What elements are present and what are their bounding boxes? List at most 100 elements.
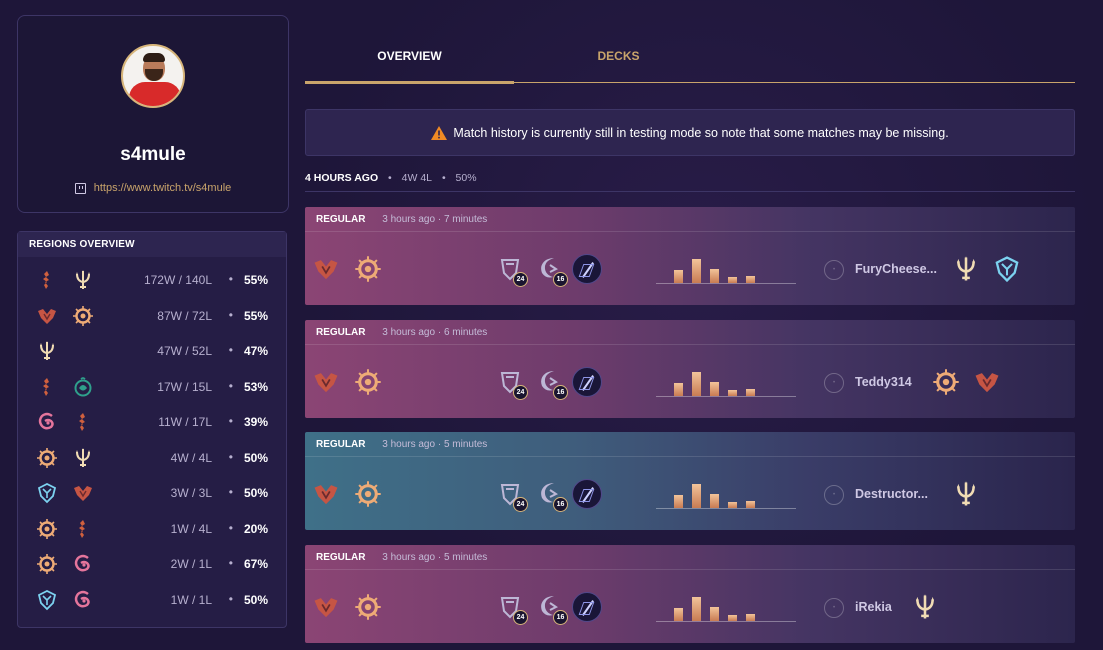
- opponent-rank-icon: •: [824, 485, 844, 505]
- mt-targon-sun-icon: [354, 255, 382, 283]
- mana-curve-bar: [728, 390, 737, 396]
- testing-mode-notice: Match history is currently still in test…: [305, 109, 1075, 156]
- region-winrate: 50%: [243, 486, 268, 500]
- unit-slot-icon: 24: [496, 368, 528, 400]
- separator: •: [228, 414, 233, 428]
- opponent-rank-icon: •: [824, 260, 844, 280]
- noxus-crest-icon: [36, 305, 58, 327]
- slot-count: 16: [553, 497, 568, 512]
- slot-count: 24: [513, 610, 528, 625]
- targon-icon: [36, 340, 58, 362]
- match-type: REGULAR: [316, 214, 366, 225]
- mana-curve-bar: [710, 607, 719, 621]
- match-time: 3 hours ago · 7 minutes: [382, 214, 488, 225]
- match-type: REGULAR: [316, 439, 366, 450]
- region-row: 1W / 4L • 20%: [18, 513, 286, 543]
- sword-icon: [572, 479, 602, 509]
- region-winrate: 50%: [243, 592, 268, 607]
- bilgewater-icon: [72, 589, 94, 611]
- tab-overview[interactable]: OVERVIEW: [305, 33, 514, 84]
- mt-targon-sun-icon: [72, 305, 94, 327]
- spell-slot-icon: 16: [536, 368, 568, 400]
- match-type: REGULAR: [316, 327, 366, 338]
- avatar: [121, 44, 185, 108]
- mt-targon-sun-icon: [932, 368, 960, 396]
- noxus-icon: [72, 411, 94, 433]
- separator: •: [228, 591, 233, 606]
- match-card[interactable]: REGULAR 3 hours ago · 5 minutes 24 16 • iRe…: [305, 545, 1075, 643]
- region-record: 11W / 17L: [158, 415, 212, 429]
- mana-curve-bar: [710, 382, 719, 396]
- opponent-rank-icon: •: [824, 373, 844, 393]
- targon-icon: [72, 269, 94, 291]
- slot-count: 24: [513, 385, 528, 400]
- region-row: 3W / 3L • 50%: [18, 477, 286, 507]
- region-winrate: 67%: [243, 557, 268, 571]
- noxus-crest-icon: [312, 593, 340, 621]
- match-card[interactable]: REGULAR 3 hours ago · 5 minutes 24 16 • Des…: [305, 432, 1075, 530]
- notice-text: Match history is currently still in test…: [453, 125, 949, 140]
- mana-curve-bar: [674, 270, 683, 283]
- opponent-name[interactable]: FuryCheese...: [855, 262, 937, 276]
- regions-overview: REGIONS OVERVIEW 172W / 140L • 55% 87W / 72…: [17, 231, 287, 628]
- targon-icon: [911, 593, 939, 621]
- mana-curve-bar: [692, 597, 701, 621]
- noxus-icon: [72, 518, 94, 540]
- mana-curve-bar: [710, 494, 719, 508]
- separator: •: [228, 307, 233, 322]
- match-header: REGULAR 3 hours ago · 5 minutes: [305, 432, 1075, 457]
- mana-curve-bar: [674, 608, 683, 621]
- mana-curve-bar: [674, 495, 683, 508]
- twitch-link[interactable]: https://www.twitch.tv/s4mule: [93, 182, 232, 194]
- targon-icon: [952, 255, 980, 283]
- mana-curve-bar: [728, 502, 737, 508]
- match-card[interactable]: REGULAR 3 hours ago · 6 minutes 24 16 • Ted…: [305, 320, 1075, 418]
- region-winrate: 53%: [243, 379, 268, 394]
- mt-targon-sun-icon: [354, 593, 382, 621]
- region-winrate: 47%: [243, 344, 268, 358]
- match-time: 3 hours ago · 6 minutes: [382, 327, 488, 338]
- slot-count: 24: [513, 272, 528, 287]
- mana-curve-bar: [710, 269, 719, 283]
- slot-count: 16: [553, 385, 568, 400]
- opponent-name[interactable]: Teddy314: [855, 375, 912, 389]
- region-record: 1W / 4L: [170, 521, 212, 536]
- mana-curve-bar: [746, 614, 755, 621]
- match-card[interactable]: REGULAR 3 hours ago · 7 minutes 24 16 • Fur…: [305, 207, 1075, 305]
- mana-curve-bar: [728, 615, 737, 621]
- noxus-crest-icon: [72, 482, 94, 504]
- sword-icon: [572, 254, 602, 284]
- region-row: 11W / 17L • 39%: [18, 406, 286, 436]
- tab-bar: OVERVIEW DECKS: [305, 33, 1075, 84]
- region-record: 47W / 52L: [157, 344, 212, 358]
- noxus-icon: [36, 269, 58, 291]
- match-type: REGULAR: [316, 552, 366, 563]
- opponent-name[interactable]: Destructor...: [855, 487, 928, 501]
- bilgewater-icon: [36, 411, 58, 433]
- region-row: 2W / 1L • 67%: [18, 548, 286, 578]
- mana-curve-bar: [746, 501, 755, 508]
- mana-curve-bar: [674, 383, 683, 396]
- noxus-icon: [36, 376, 58, 398]
- separator: •: [228, 485, 233, 499]
- region-winrate: 20%: [243, 521, 268, 536]
- tab-decks[interactable]: DECKS: [597, 49, 640, 63]
- twitch-link-row[interactable]: https://www.twitch.tv/s4mule: [18, 182, 288, 194]
- noxus-crest-icon: [312, 368, 340, 396]
- match-header: REGULAR 3 hours ago · 6 minutes: [305, 320, 1075, 345]
- region-record: 2W / 1L: [170, 557, 212, 571]
- noxus-crest-icon: [312, 255, 340, 283]
- noxus-crest-icon: [312, 480, 340, 508]
- mana-curve-bar: [728, 277, 737, 283]
- spell-slot-icon: 16: [536, 480, 568, 512]
- region-record: 4W / 4L: [170, 450, 212, 465]
- separator: •: [441, 172, 446, 184]
- separator: •: [228, 556, 233, 570]
- region-record: 172W / 140L: [143, 273, 212, 287]
- region-row: 87W / 72L • 55%: [18, 300, 286, 330]
- opponent-name[interactable]: iRekia: [855, 600, 892, 614]
- mana-curve-bar: [692, 484, 701, 508]
- match-header: REGULAR 3 hours ago · 7 minutes: [305, 207, 1075, 232]
- region-winrate: 50%: [243, 450, 268, 465]
- sword-icon: [572, 592, 602, 622]
